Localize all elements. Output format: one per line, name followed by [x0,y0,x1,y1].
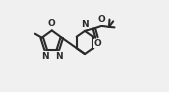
Text: O: O [98,15,105,24]
Text: O: O [93,39,101,48]
Text: N: N [81,20,89,29]
Text: O: O [48,19,56,28]
Text: N: N [55,52,63,61]
Text: N: N [41,52,48,61]
